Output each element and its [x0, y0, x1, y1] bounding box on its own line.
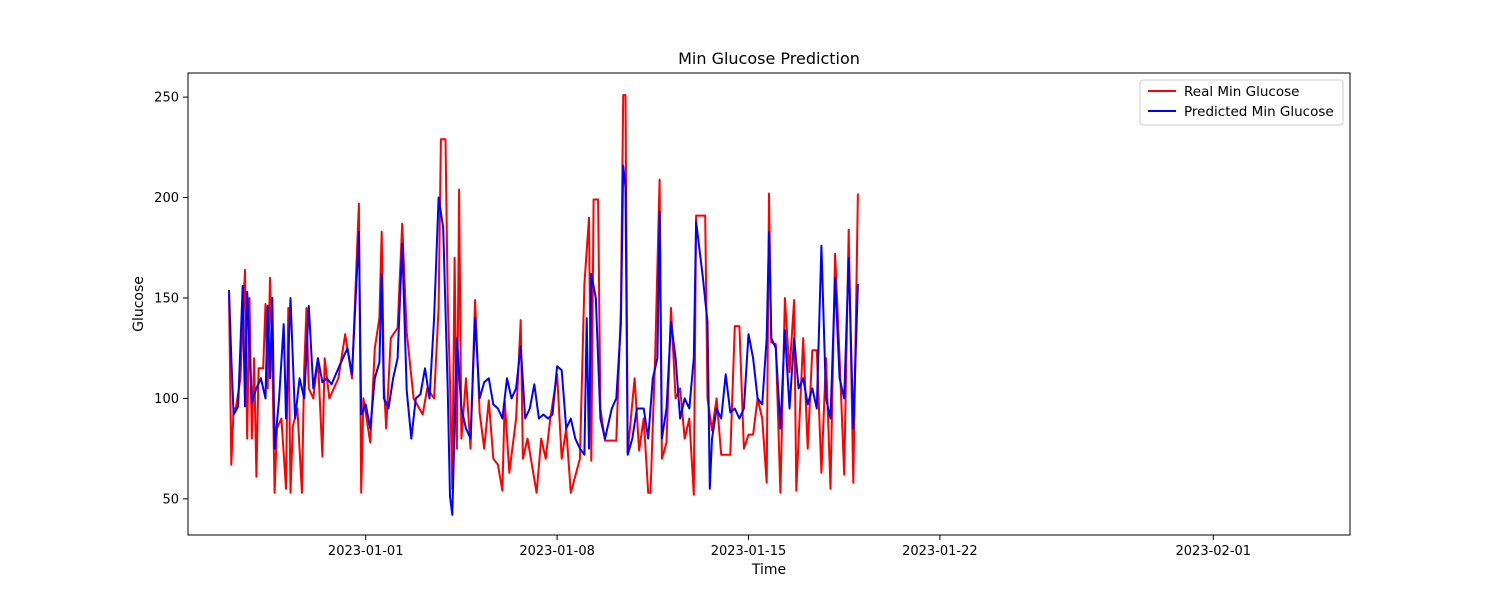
x-axis: 2023-01-01 2023-01-08 2023-01-15 2023-01-22…: [328, 535, 1251, 559]
x-tick-label: 2023-01-01: [328, 544, 404, 559]
legend-box: [1139, 79, 1344, 126]
legend: Real Min Glucose Predicted Min Glucose: [1139, 79, 1344, 126]
legend-label-real: Real Min Glucose: [1184, 84, 1299, 100]
chart-title: Min Glucose Prediction: [678, 49, 860, 68]
y-tick-label: 150: [154, 291, 179, 306]
series-line-real: [228, 94, 859, 496]
x-tick-label: 2023-01-22: [902, 544, 978, 559]
y-axis: 50 100 150 200 250: [154, 91, 188, 507]
x-axis-label: Time: [751, 562, 786, 578]
x-tick-label: 2023-01-08: [519, 544, 595, 559]
plot-frame: [187, 72, 1351, 536]
y-tick-label: 250: [154, 91, 179, 106]
x-tick-label: 2023-02-01: [1176, 544, 1252, 559]
x-tick-label: 2023-01-15: [711, 544, 787, 559]
y-axis-label: Glucose: [131, 276, 147, 332]
y-tick-label: 100: [154, 392, 179, 407]
plot-area: [228, 94, 859, 516]
series-line-predicted: [228, 164, 859, 516]
legend-label-predicted: Predicted Min Glucose: [1184, 104, 1334, 120]
y-tick-label: 50: [162, 492, 179, 507]
y-tick-label: 200: [154, 191, 179, 206]
